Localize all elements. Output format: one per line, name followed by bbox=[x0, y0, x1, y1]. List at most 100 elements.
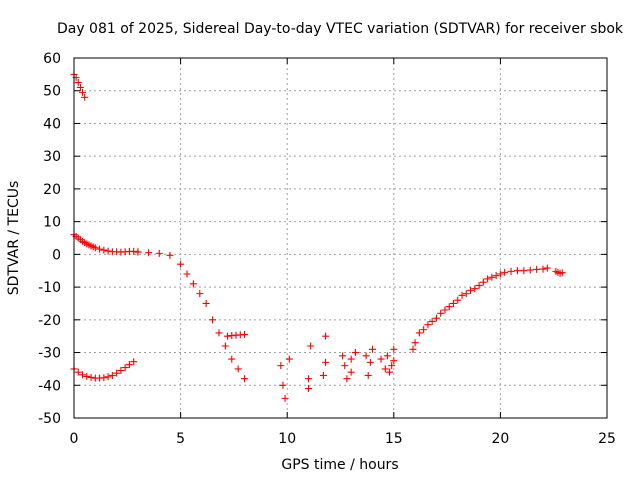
data-point bbox=[189, 280, 197, 288]
data-point bbox=[520, 267, 528, 275]
series-arc-main-start bbox=[70, 231, 142, 256]
data-point bbox=[76, 83, 84, 91]
data-point bbox=[277, 362, 285, 370]
series-night-scatter bbox=[277, 332, 398, 402]
data-point bbox=[496, 270, 504, 278]
data-point bbox=[390, 357, 398, 365]
series-arc-short-1 bbox=[224, 331, 249, 340]
data-point bbox=[121, 364, 129, 372]
data-point bbox=[454, 296, 462, 304]
data-point bbox=[221, 342, 229, 350]
data-point bbox=[428, 317, 436, 325]
data-point bbox=[202, 299, 210, 307]
data-point bbox=[234, 365, 242, 373]
data-point bbox=[501, 268, 509, 276]
data-point bbox=[341, 362, 349, 370]
data-point bbox=[79, 88, 87, 96]
data-point bbox=[368, 345, 376, 353]
data-point bbox=[228, 355, 236, 363]
chart-title: Day 081 of 2025, Sidereal Day-to-day VTE… bbox=[57, 21, 624, 37]
data-point bbox=[81, 93, 89, 101]
data-point bbox=[215, 329, 223, 337]
data-point bbox=[96, 245, 104, 253]
data-point bbox=[411, 339, 419, 347]
data-marks bbox=[70, 70, 566, 402]
y-tick-label: 60 bbox=[43, 51, 61, 67]
data-point bbox=[166, 251, 174, 259]
data-point bbox=[351, 349, 359, 357]
data-point bbox=[305, 385, 313, 393]
data-point bbox=[100, 374, 108, 382]
data-point bbox=[441, 306, 449, 314]
data-point bbox=[209, 316, 217, 324]
x-axis-label: GPS time / hours bbox=[281, 457, 398, 473]
y-tick-label: -10 bbox=[38, 280, 61, 296]
data-point bbox=[74, 368, 82, 376]
y-axis-label: SDTVAR / TECUs bbox=[6, 181, 22, 296]
data-point bbox=[343, 375, 351, 383]
data-point bbox=[362, 352, 370, 360]
data-point bbox=[322, 358, 330, 366]
data-point bbox=[377, 355, 385, 363]
data-point bbox=[543, 264, 551, 272]
data-point bbox=[415, 329, 423, 337]
data-point bbox=[145, 249, 153, 257]
x-tick-label: 15 bbox=[385, 431, 403, 447]
data-point bbox=[83, 372, 91, 380]
y-tick-label: 40 bbox=[43, 116, 61, 132]
data-point bbox=[449, 299, 457, 307]
series-arc-end bbox=[552, 267, 566, 277]
data-point bbox=[467, 286, 475, 294]
y-tick-label: -20 bbox=[38, 313, 61, 329]
data-point bbox=[108, 371, 116, 379]
data-point bbox=[117, 367, 125, 375]
data-point bbox=[319, 371, 327, 379]
x-tick-label: 25 bbox=[598, 431, 616, 447]
data-point bbox=[388, 362, 396, 370]
data-point bbox=[526, 266, 534, 274]
data-point bbox=[307, 342, 315, 350]
data-point bbox=[339, 352, 347, 360]
series-arc-main-descent bbox=[134, 248, 249, 383]
y-tick-label: -50 bbox=[38, 411, 61, 427]
data-point bbox=[488, 273, 496, 281]
data-point bbox=[196, 290, 204, 298]
x-tick-label: 20 bbox=[491, 431, 509, 447]
data-point bbox=[177, 260, 185, 268]
data-point bbox=[475, 281, 483, 289]
y-tick-label: 30 bbox=[43, 149, 61, 165]
data-point bbox=[224, 332, 232, 340]
data-point bbox=[241, 375, 249, 383]
data-point bbox=[281, 394, 289, 402]
data-point bbox=[381, 365, 389, 373]
data-point bbox=[539, 265, 547, 273]
data-point bbox=[104, 373, 112, 381]
data-point bbox=[322, 332, 330, 340]
y-tick-label: 50 bbox=[43, 84, 61, 100]
series-arc-morning bbox=[409, 270, 504, 353]
data-point bbox=[513, 267, 521, 275]
data-point bbox=[437, 309, 445, 317]
data-point bbox=[104, 247, 112, 255]
data-point bbox=[558, 269, 566, 277]
data-point bbox=[479, 278, 487, 286]
series-arc-low bbox=[70, 358, 138, 382]
y-tick-label: 20 bbox=[43, 182, 61, 198]
x-tick-label: 5 bbox=[176, 431, 185, 447]
y-tick-label: 10 bbox=[43, 215, 61, 231]
data-point bbox=[458, 291, 466, 299]
data-point bbox=[471, 285, 479, 293]
y-tick-label: -40 bbox=[38, 378, 61, 394]
data-point bbox=[305, 375, 313, 383]
data-point bbox=[390, 345, 398, 353]
data-point bbox=[364, 371, 372, 379]
data-point bbox=[507, 267, 515, 275]
data-point bbox=[492, 272, 500, 280]
data-point bbox=[420, 326, 428, 334]
data-point bbox=[279, 381, 287, 389]
data-point bbox=[130, 358, 138, 366]
y-tick-label: -30 bbox=[38, 346, 61, 362]
data-point bbox=[155, 249, 163, 257]
